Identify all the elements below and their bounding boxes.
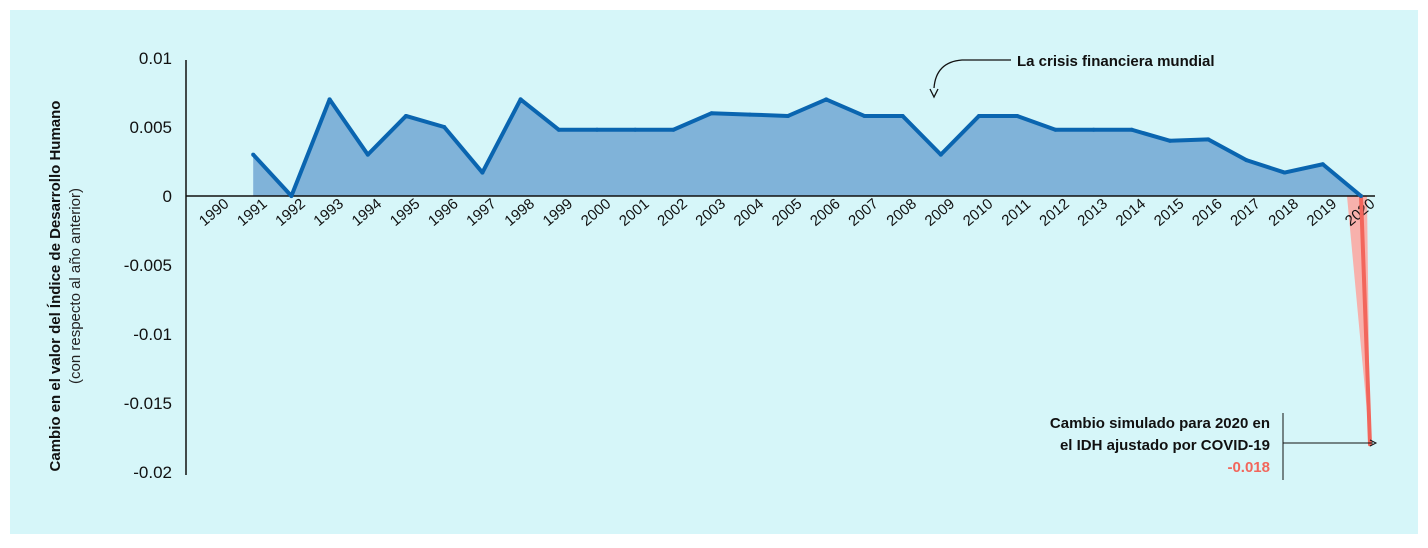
x-tick-label: 2008: [883, 195, 919, 229]
data-point: [480, 170, 485, 175]
y-tick-label: 0.01: [139, 49, 172, 68]
data-point: [900, 113, 905, 118]
data-point: [1320, 162, 1325, 167]
x-tick-label: 2004: [731, 195, 767, 229]
chart-panel: 0.01 0.005 0 -0.005 -0.01 -0.015 -0.02 1990 199…: [10, 10, 1418, 534]
data-point: [709, 111, 714, 116]
line-layer: [251, 97, 1372, 447]
crisis-arrow: [933, 59, 1011, 89]
y-tick-label: -0.02: [133, 463, 172, 482]
data-point: [786, 113, 790, 118]
covid-label-line-1: Cambio simulado para 2020 en: [1050, 415, 1270, 432]
x-tick-label: 2019: [1304, 195, 1340, 229]
x-tick-label: 2017: [1227, 195, 1263, 229]
data-point: [442, 125, 447, 129]
data-point: [747, 112, 752, 117]
covid-label-line-2: el IDH ajustado por COVID-19: [1060, 437, 1270, 454]
x-tick-label: 2011: [998, 196, 1034, 230]
x-tick-label: 1990: [196, 195, 232, 229]
data-point: [977, 113, 981, 118]
data-point: [1244, 158, 1249, 163]
x-tick-label: 2016: [1189, 195, 1225, 229]
x-tick-label: 1997: [463, 195, 499, 229]
data-point: [633, 127, 638, 132]
axis-layer: [185, 60, 1375, 475]
x-tick-label: 1992: [272, 195, 308, 229]
data-point: [518, 97, 523, 102]
crisis-annotation: La crisis financiera mundial: [929, 53, 1215, 99]
y-axis-sublabel: (con respecto al año anterior): [67, 188, 84, 384]
x-tick-label: 1994: [349, 195, 385, 229]
data-point: [327, 97, 332, 102]
y-tick-label: -0.01: [133, 325, 172, 344]
x-tick-label: 2015: [1151, 195, 1187, 229]
crisis-arrowhead: [929, 88, 939, 99]
x-tick-label: 2010: [960, 195, 996, 229]
x-tick-label: 2005: [769, 195, 805, 229]
data-point: [365, 152, 370, 157]
x-tick-label: 2018: [1265, 195, 1301, 229]
data-point: [556, 127, 561, 132]
simulated-line: [1359, 194, 1372, 447]
x-tick-label: 2001: [616, 195, 652, 229]
y-tick-label: 0: [163, 187, 172, 206]
x-tick-label: 2006: [807, 195, 843, 229]
y-tick-label: 0.005: [129, 118, 172, 137]
y-axis-title: Cambio en el valor del Índice de Desarro…: [47, 101, 84, 472]
data-point: [289, 194, 294, 198]
crisis-label: La crisis financiera mundial: [1017, 53, 1215, 70]
x-tick-label: 1993: [310, 195, 346, 229]
x-tick-label: 2002: [654, 195, 690, 229]
data-point: [1206, 137, 1211, 142]
data-point: [1091, 127, 1096, 132]
x-tick-label: 1995: [387, 195, 423, 229]
covid-pointer-arrowhead: [1369, 439, 1378, 447]
series-area: [253, 99, 1362, 196]
data-point: [1015, 113, 1020, 118]
data-point: [862, 113, 867, 118]
x-tick-label: 2013: [1074, 195, 1110, 229]
series-line: [251, 97, 1363, 198]
data-point: [824, 97, 829, 102]
x-tick-labels: 1990 1991 1992 1993 1994 1995 1996 1997 1998 1999…: [196, 195, 1378, 229]
data-point: [1053, 127, 1058, 132]
x-tick-label: 2003: [692, 195, 728, 229]
x-tick-label: 1996: [425, 195, 461, 229]
y-tick-labels: 0.01 0.005 0 -0.005 -0.01 -0.015 -0.02: [124, 49, 172, 482]
data-point: [251, 152, 256, 157]
data-point: [1359, 194, 1363, 198]
x-tick-label: 1998: [501, 195, 537, 229]
x-tick-label: 1991: [234, 195, 270, 229]
x-tick-label: 2014: [1113, 195, 1149, 229]
data-point: [938, 152, 943, 157]
data-point: [1282, 170, 1287, 175]
y-tick-label: -0.015: [124, 394, 172, 413]
y-tick-label: -0.005: [124, 256, 172, 275]
x-tick-label: 1999: [540, 195, 576, 229]
area-layer: [253, 99, 1370, 445]
x-tick-label: 2009: [922, 195, 958, 229]
y-axis-label: Cambio en el valor del Índice de Desarro…: [47, 101, 64, 472]
data-point: [1168, 138, 1172, 143]
data-point: [1129, 127, 1134, 132]
x-tick-label: 2007: [845, 195, 881, 229]
data-point: [671, 127, 676, 132]
x-tick-label: 2012: [1036, 195, 1072, 229]
data-point: [595, 127, 599, 132]
covid-value-label: -0.018: [1227, 459, 1270, 476]
data-point: [404, 113, 408, 118]
x-tick-label: 2000: [578, 195, 614, 229]
covid-annotation: Cambio simulado para 2020 en el IDH ajus…: [1050, 413, 1378, 480]
